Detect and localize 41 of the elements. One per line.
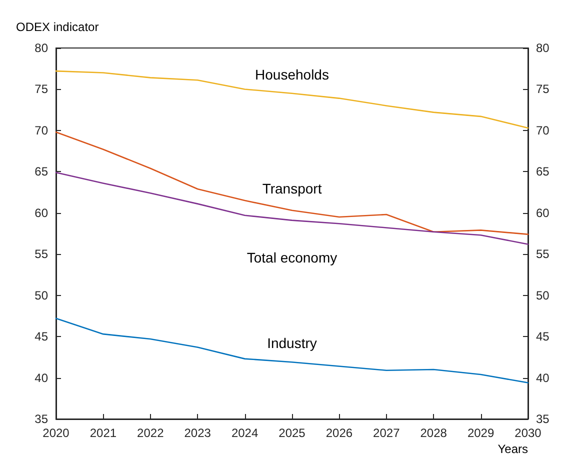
x-tick-label: 2028 bbox=[420, 426, 448, 440]
line-series bbox=[55, 172, 529, 245]
y-tick-label: 70 bbox=[34, 123, 48, 138]
y-tick-label: 75 bbox=[34, 82, 48, 96]
y-tick-label: 55 bbox=[34, 247, 48, 262]
x-tick-label: 2029 bbox=[467, 426, 494, 440]
series-label: Households bbox=[255, 66, 329, 82]
y2-tick-label: 65 bbox=[536, 164, 550, 179]
y2-tick-label: 40 bbox=[536, 370, 550, 385]
x-tick-label: 2024 bbox=[231, 426, 258, 440]
x-axis-title: Years bbox=[498, 442, 528, 456]
series-label: Transport bbox=[262, 180, 322, 196]
y-tick-label: 45 bbox=[34, 330, 48, 344]
y-tick-label: 60 bbox=[34, 206, 48, 220]
y2-tick-label: 75 bbox=[536, 82, 550, 96]
y2-tick-label: 55 bbox=[536, 247, 550, 262]
y-tick-label: 80 bbox=[34, 41, 48, 55]
series-label: Industry bbox=[267, 335, 317, 352]
y2-tick-label: 80 bbox=[536, 41, 550, 55]
x-tick-label: 2030 bbox=[514, 426, 542, 440]
y-axis-title: ODEX indicator bbox=[16, 20, 99, 34]
y2-tick-label: 60 bbox=[536, 206, 550, 220]
x-tick-label: 2023 bbox=[184, 426, 212, 440]
x-tick-label: 2021 bbox=[90, 426, 117, 440]
y2-tick-label: 45 bbox=[536, 330, 550, 344]
y2-tick-label: 50 bbox=[536, 288, 550, 302]
x-tick-label: 2022 bbox=[137, 426, 164, 440]
y-tick-label: 35 bbox=[34, 412, 48, 426]
y2-tick-label: 35 bbox=[536, 412, 550, 426]
series-label: Total economy bbox=[246, 249, 338, 266]
y2-tick-label: 70 bbox=[536, 123, 550, 138]
y-tick-label: 65 bbox=[34, 164, 48, 179]
x-tick-label: 2025 bbox=[278, 426, 306, 440]
x-tick-label: 2026 bbox=[326, 426, 353, 440]
x-tick-label: 2027 bbox=[373, 426, 400, 440]
line-series bbox=[55, 318, 529, 384]
y-tick-label: 40 bbox=[34, 370, 48, 385]
line-series bbox=[55, 70, 529, 129]
y-tick-label: 50 bbox=[34, 288, 48, 302]
x-tick-label: 2020 bbox=[42, 426, 70, 440]
line-series bbox=[55, 131, 529, 235]
